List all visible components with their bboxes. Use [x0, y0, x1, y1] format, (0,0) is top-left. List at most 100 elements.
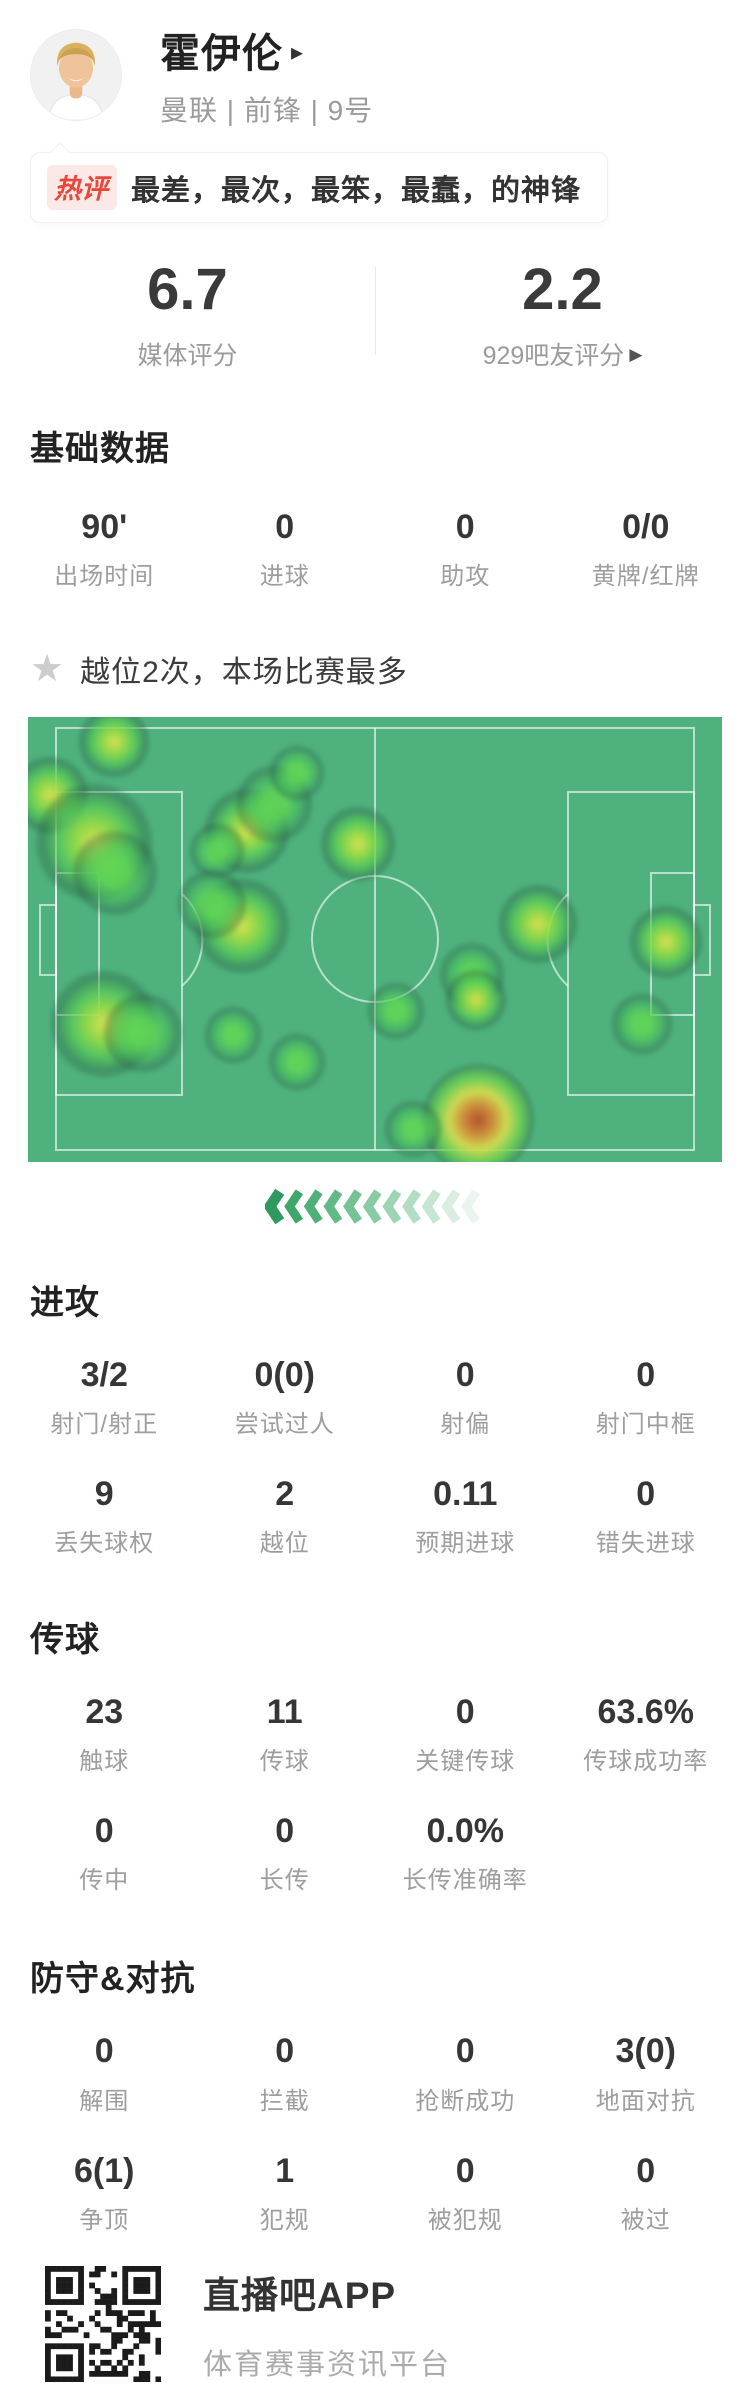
stat-item-attack: 0 射门中框 [556, 1356, 737, 1439]
stat-label: 争顶 [79, 2206, 130, 2234]
section-title-defense: 防守&对抗 [30, 1960, 196, 1999]
highlight-note: ★ 越位2次，本场比赛最多 [0, 647, 750, 691]
stat-value: 0 [275, 2032, 295, 2071]
stat-label: 传球成功率 [583, 1748, 709, 1776]
stat-item-passing: 0 关键传球 [375, 1693, 556, 1776]
passing-stats-grid: 23 触球 11 传球 0 关键传球 63.6% 传球成功率 0 传中 0 长传 0.0% 长传准确率 [0, 1693, 750, 1895]
stat-item-defense: 0 被犯规 [375, 2152, 556, 2235]
stat-value: 0/0 [622, 508, 670, 546]
heatmap-blob [203, 1006, 262, 1065]
heatmap-blob [444, 968, 507, 1031]
stat-value: 1 [275, 2151, 295, 2190]
stat-item-defense: 0 被过 [556, 2152, 737, 2235]
stat-label: 拦截 [259, 2087, 310, 2115]
highlight-text: 越位2次，本场比赛最多 [80, 656, 408, 690]
stat-item-passing: 0 传中 [14, 1812, 195, 1895]
section-title-attack: 进攻 [30, 1284, 100, 1323]
stat-item-defense: 6(1) 争顶 [14, 2152, 195, 2235]
heatmap-blob [366, 981, 425, 1040]
star-icon: ★ [30, 648, 65, 691]
media-rating: 6.7 媒体评分 [0, 241, 375, 389]
heatmap-blob [384, 1099, 443, 1158]
stat-item-attack: 0.11 预期进球 [375, 1475, 556, 1558]
stat-value: 0 [94, 1812, 114, 1851]
heatmap-blob [176, 868, 247, 939]
stat-label: 传中 [79, 1867, 130, 1895]
stat-item-attack: 0(0) 尝试过人 [195, 1356, 376, 1439]
stat-value: 0(0) [254, 1356, 315, 1395]
stat-label: 被过 [620, 2206, 671, 2234]
ratings-divider [375, 267, 376, 355]
player-team-position: 曼联 | 前锋 | 9号 [160, 95, 374, 126]
stat-label: 传球 [259, 1748, 310, 1776]
basic-stats-grid: 90' 出场时间 0 进球 0 助攻 0/0 黄牌/红牌 [0, 508, 750, 591]
heatmap-pitch [28, 717, 722, 1163]
stat-item-attack: 3/2 射门/射正 [14, 1356, 195, 1439]
heatmap-blob [498, 884, 579, 965]
stat-value: 0 [275, 508, 295, 546]
stat-label: 长传 [259, 1867, 310, 1895]
stat-value: 0 [455, 2032, 475, 2071]
stat-value: 90' [81, 508, 128, 546]
stat-item-passing: 63.6% 传球成功率 [556, 1693, 737, 1776]
player-name-row[interactable]: 霍伊伦 ▸ [160, 21, 373, 79]
stat-label: 触球 [79, 1748, 130, 1776]
stat-item-basic: 90' 出场时间 [14, 508, 195, 591]
fans-rating[interactable]: 2.2 929吧友评分 ▶ [375, 241, 750, 389]
stat-item-passing: 11 传球 [195, 1693, 376, 1776]
app-name: 直播吧APP [203, 2274, 397, 2316]
section-title-basic: 基础数据 [30, 430, 170, 468]
stat-item-passing: 0 长传 [195, 1812, 376, 1895]
stat-item-basic: 0 进球 [195, 508, 376, 591]
stat-value: 0 [94, 2032, 114, 2071]
stat-value: 3(0) [615, 2032, 676, 2071]
heatmap-blob [78, 717, 151, 778]
stat-value: 0.0% [426, 1812, 505, 1851]
stat-item-defense: 0 拦截 [195, 2032, 376, 2115]
heatmap-blob [102, 993, 183, 1074]
hot-comment-text: 最差，最次，最笨，最蠢，的神锋 [131, 174, 582, 207]
stat-item-defense: 0 抢断成功 [375, 2032, 556, 2115]
stat-value: 0 [636, 1356, 656, 1395]
attack-stats-grid: 3/2 射门/射正 0(0) 尝试过人 0 射偏 0 射门中框 9 丢失球权 2 越位 0.11 预期进球… [0, 1356, 750, 1558]
defense-stats-grid: 0 解围 0 拦截 0 抢断成功 3(0) 地面对抗 6(1) 争顶 1 犯规 0 被犯规 0 被过 [0, 2032, 750, 2234]
chevron-right-icon: ▶ [629, 344, 643, 364]
stat-value: 11 [266, 1693, 303, 1732]
stat-label: 丢失球权 [54, 1530, 155, 1558]
stat-label: 射门/射正 [50, 1411, 159, 1439]
stat-label: 关键传球 [415, 1748, 516, 1776]
qr-code-pattern [45, 2265, 161, 2382]
app-footer: 直播吧APP 体育赛事资讯平台 [0, 2265, 750, 2383]
stat-label: 越位 [259, 1530, 310, 1558]
name-arrow-icon: ▸ [291, 38, 304, 66]
stat-value: 0 [636, 1475, 656, 1514]
stat-item-basic: 0/0 黄牌/红牌 [556, 508, 737, 591]
stat-item-basic: 0 助攻 [375, 508, 556, 591]
footer-text: 直播吧APP 体育赛事资讯平台 [203, 2265, 451, 2383]
media-rating-value: 6.7 [147, 257, 228, 323]
stat-label: 助攻 [440, 563, 491, 591]
stat-value: 0 [455, 1356, 475, 1395]
fans-rating-label: 929吧友评分 [482, 341, 625, 370]
stat-value: 63.6% [597, 1693, 694, 1732]
player-name: 霍伊伦 [160, 32, 283, 76]
stat-item-attack: 0 错失进球 [556, 1475, 737, 1558]
stat-label: 黄牌/红牌 [591, 563, 700, 591]
stat-value: 0.11 [433, 1475, 498, 1514]
heatmap-blob [71, 829, 158, 916]
stat-label: 错失进球 [595, 1530, 696, 1558]
stat-item-defense: 0 解围 [14, 2032, 195, 2115]
hot-comment-bubble: 热评 最差，最次，最笨，最蠢，的神锋 [30, 142, 609, 223]
pitch-lines [39, 727, 711, 1152]
avatar[interactable] [30, 29, 122, 121]
stat-label: 射偏 [440, 1411, 491, 1439]
hot-comment-row: 热评 最差，最次，最笨，最蠢，的神锋 [0, 122, 750, 223]
attack-direction-icon [265, 1188, 480, 1225]
player-identity: 霍伊伦 ▸ 曼联 | 前锋 | 9号 [160, 21, 373, 129]
hot-badge: 热评 [47, 165, 117, 210]
stat-label: 犯规 [259, 2206, 310, 2234]
stat-label: 射门中框 [595, 1411, 696, 1439]
qr-code [45, 2265, 161, 2382]
app-desc: 体育赛事资讯平台 [203, 2348, 452, 2381]
stat-label: 长传准确率 [402, 1867, 528, 1895]
